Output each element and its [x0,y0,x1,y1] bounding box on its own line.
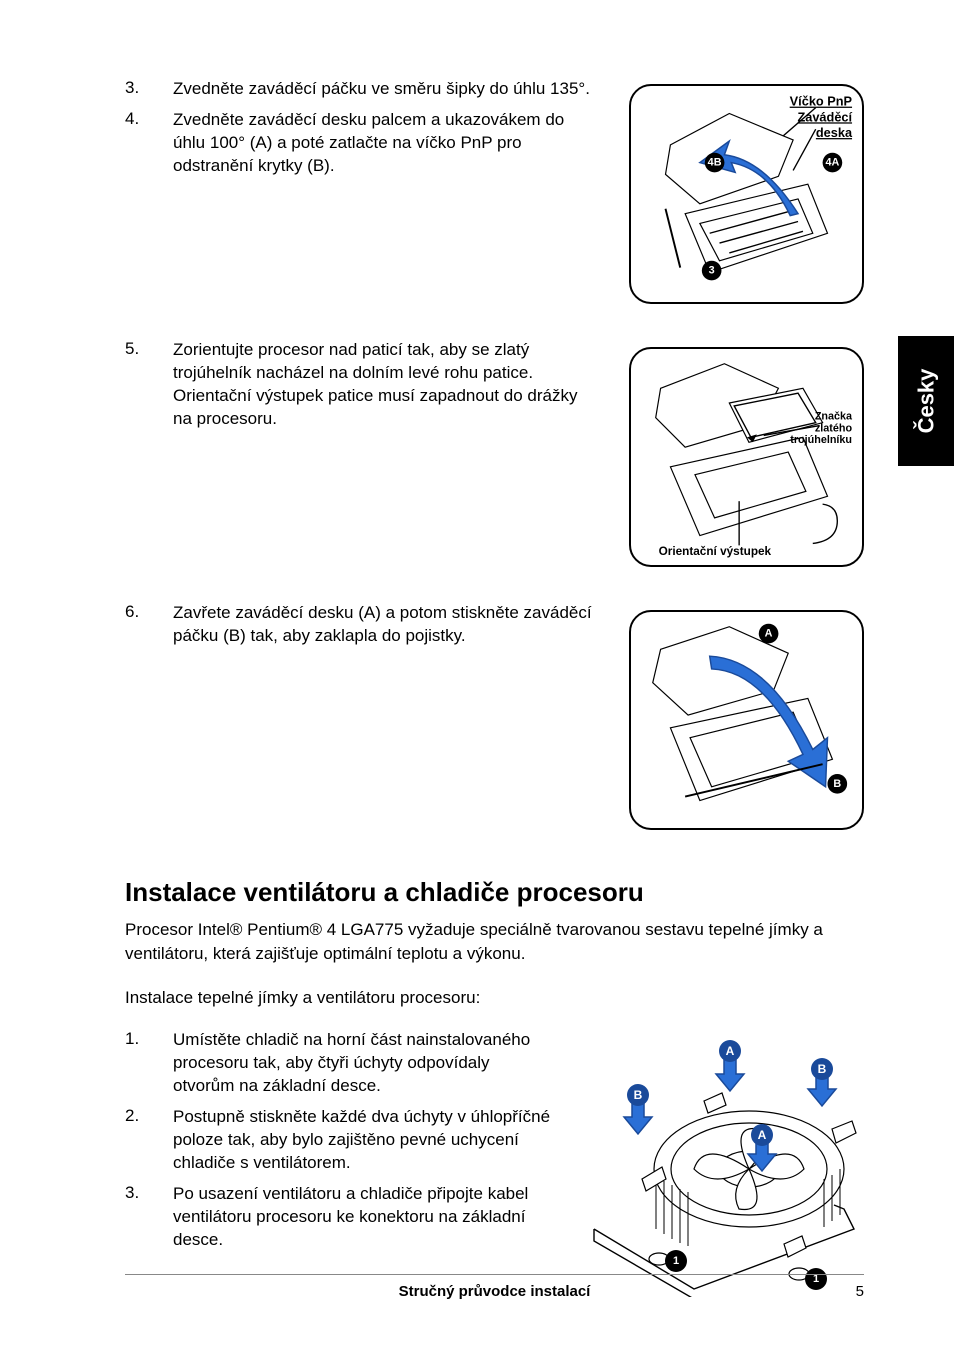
page: Česky 3. Zvedněte zaváděcí páčku ve směr… [0,0,954,1350]
section-title: Instalace ventilátoru a chladiče proceso… [125,877,864,908]
label-vicko: Víčko PnP [790,94,853,109]
footer-title: Stručný průvodce instalací [125,1283,864,1300]
arrow-b-left: B [624,1084,652,1134]
label-orient: Orientační výstupek [659,545,772,558]
page-number: 5 [856,1283,864,1300]
step-number: 1. [125,1029,173,1049]
callout-a: A [759,624,779,644]
step-number: 3. [125,78,173,98]
fan-step-1: 1. Umístěte chladič na horní část nainst… [125,1029,564,1098]
step-text: Zvedněte zaváděcí desku palcem a ukazová… [173,109,609,178]
step-text: Umístěte chladič na horní část nainstalo… [173,1029,564,1098]
step-text: Zorientujte procesor nad paticí tak, aby… [173,339,609,431]
svg-text:3: 3 [709,265,715,277]
page-footer: Stručný průvodce instalací 5 [125,1274,864,1300]
language-tab: Česky [898,336,954,466]
block-step-6: 6. Zavřete zaváděcí desku (A) a potom st… [125,602,864,835]
svg-text:4A: 4A [826,157,840,169]
fan-step-3: 3. Po usazení ventilátoru a chladiče při… [125,1183,564,1252]
step-6: 6. Zavřete zaváděcí desku (A) a potom st… [125,602,609,648]
step-5-text: 5. Zorientujte procesor nad paticí tak, … [125,339,629,572]
figure-1: Víčko PnP Zaváděcí deska [629,78,864,309]
socket-cpu-icon [656,364,828,536]
svg-text:A: A [765,628,773,640]
callout-4a: 4A [823,153,843,173]
block-step-5: 5. Zorientujte procesor nad paticí tak, … [125,339,864,572]
label-zlateho: zlatého [815,422,853,434]
step-number: 3. [125,1183,173,1203]
svg-text:B: B [634,1088,643,1102]
label-troj: trojúhelníku [790,434,852,446]
step-5: 5. Zorientujte procesor nad paticí tak, … [125,339,609,431]
callout-1-left: 1 [665,1250,687,1272]
callout-3: 3 [702,261,722,281]
step-text: Zavřete zaváděcí desku (A) a potom stisk… [173,602,609,648]
step-4: 4. Zvedněte zaváděcí desku palcem a ukaz… [125,109,609,178]
svg-text:B: B [818,1062,827,1076]
socket-diagram-icon [666,113,828,272]
steps-3-4-text: 3. Zvedněte zaváděcí páčku ve směru šipk… [125,78,629,309]
callout-b: B [828,774,848,794]
intro-paragraph-1: Procesor Intel® Pentium® 4 LGA775 vyžadu… [125,918,864,966]
arrow-b-topright: B [808,1058,836,1106]
figure-3: A B [629,602,864,835]
figure-4: A B B A 1 1 [584,1029,864,1302]
svg-text:A: A [758,1128,767,1142]
svg-text:4B: 4B [708,157,722,169]
label-znacka: Značka [815,411,853,423]
language-label: Česky [913,369,939,434]
step-text: Po usazení ventilátoru a chladiče připoj… [173,1183,564,1252]
label-deska: deska [816,125,853,140]
callout-4b: 4B [705,153,725,173]
arrow-a-top: A [716,1040,744,1091]
socket-close-icon [653,627,833,801]
step-number: 6. [125,602,173,622]
svg-text:B: B [833,778,841,790]
fan-step-2: 2. Postupně stiskněte každé dva úchyty v… [125,1106,564,1175]
block-steps-3-4: 3. Zvedněte zaváděcí páčku ve směru šipk… [125,78,864,309]
step-number: 5. [125,339,173,359]
intro-paragraph-2: Instalace tepelné jímky a ventilátoru pr… [125,986,864,1010]
step-text: Postupně stiskněte každé dva úchyty v úh… [173,1106,564,1175]
figure-2: Značka zlatého trojúhelníku Orientační v… [629,339,864,572]
fan-steps-text: 1. Umístěte chladič na horní část nainst… [125,1029,584,1302]
step-text: Zvedněte zaváděcí páčku ve směru šipky d… [173,78,609,101]
step-6-text: 6. Zavřete zaváděcí desku (A) a potom st… [125,602,629,835]
svg-text:1: 1 [673,1255,679,1267]
step-number: 2. [125,1106,173,1126]
step-number: 4. [125,109,173,129]
step-3: 3. Zvedněte zaváděcí páčku ve směru šipk… [125,78,609,101]
block-fan-steps: 1. Umístěte chladič na horní část nainst… [125,1029,864,1302]
svg-text:A: A [726,1044,735,1058]
